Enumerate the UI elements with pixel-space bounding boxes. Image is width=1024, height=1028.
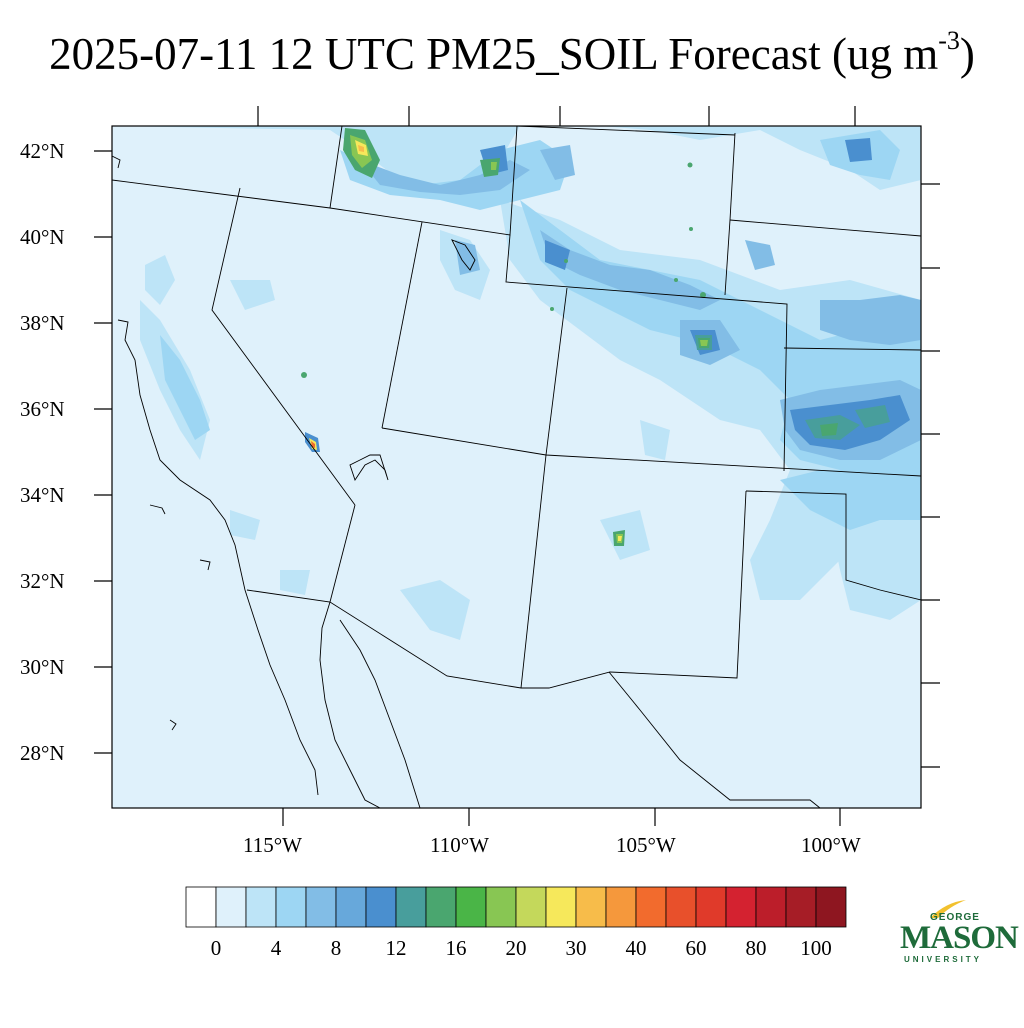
- colorbar-swatch: [755, 886, 787, 928]
- colorbar-label: 4: [270, 936, 282, 960]
- colorbar-label: 12: [385, 936, 407, 960]
- colorbar-label: 60: [685, 936, 707, 960]
- colorbar-swatch: [365, 886, 397, 928]
- colorbar-label: 16: [445, 936, 467, 960]
- map-frame: [111, 125, 922, 809]
- lon-label-115w: 115°W: [243, 833, 302, 857]
- colorbar-swatch: [245, 886, 277, 928]
- logo-main-text: MASON: [900, 920, 1019, 956]
- colorbar-swatch: [185, 886, 217, 928]
- colorbar-swatch: [395, 886, 427, 928]
- colorbar-swatch: [515, 886, 547, 928]
- colorbar-label: 8: [330, 936, 342, 960]
- colorbar-swatch: [605, 886, 637, 928]
- colorbar-swatch: [335, 886, 367, 928]
- gmu-logo: GEORGE MASON UNIVERSITY: [898, 898, 1019, 968]
- lat-label-38: 38°N: [20, 311, 65, 335]
- colorbar-swatch: [215, 886, 247, 928]
- colorbar-label: 40: [625, 936, 647, 960]
- lat-label-36: 36°N: [20, 397, 65, 421]
- lon-label-105w: 105°W: [616, 833, 676, 857]
- colorbar-swatch: [485, 886, 517, 928]
- lat-label-32: 32°N: [20, 569, 65, 593]
- colorbar-swatch: [425, 886, 457, 928]
- title-text: 2025-07-11 12 UTC PM25_SOIL Forecast (ug…: [49, 29, 939, 79]
- axis-ticks: [94, 106, 940, 826]
- colorbar-swatch: [305, 886, 337, 928]
- colorbar: [185, 886, 847, 928]
- colorbar-swatch: [545, 886, 577, 928]
- lat-label-42: 42°N: [20, 139, 65, 163]
- colorbar-swatch: [785, 886, 817, 928]
- lat-label-30: 30°N: [20, 655, 65, 679]
- concentration-fields: [112, 126, 921, 640]
- lat-label-34: 34°N: [20, 483, 65, 507]
- logo-bottom-text: UNIVERSITY: [904, 955, 983, 964]
- colorbar-swatch: [635, 886, 667, 928]
- lon-label-110w: 110°W: [430, 833, 489, 857]
- colorbar-swatch: [275, 886, 307, 928]
- boundaries: [112, 126, 921, 808]
- logo-top-text: GEORGE: [930, 912, 980, 923]
- lat-label-40: 40°N: [20, 225, 65, 249]
- lat-label-28: 28°N: [20, 741, 65, 765]
- colorbar-swatch: [725, 886, 757, 928]
- lon-label-100w: 100°W: [801, 833, 861, 857]
- logo-swoosh-icon: [930, 900, 966, 918]
- colorbar-label: 100: [800, 936, 832, 960]
- title-close: ): [959, 29, 975, 79]
- colorbar-swatch: [455, 886, 487, 928]
- colorbar-swatch: [665, 886, 697, 928]
- colorbar-label: 20: [505, 936, 527, 960]
- colorbar-label: 0: [210, 936, 222, 960]
- colorbar-swatch: [815, 886, 847, 928]
- colorbar-label: 30: [565, 936, 587, 960]
- colorbar-swatch: [575, 886, 607, 928]
- title-superscript: -3: [938, 26, 960, 55]
- colorbar-label: 80: [745, 936, 767, 960]
- page-title: 2025-07-11 12 UTC PM25_SOIL Forecast (ug…: [0, 26, 1024, 80]
- colorbar-swatch: [695, 886, 727, 928]
